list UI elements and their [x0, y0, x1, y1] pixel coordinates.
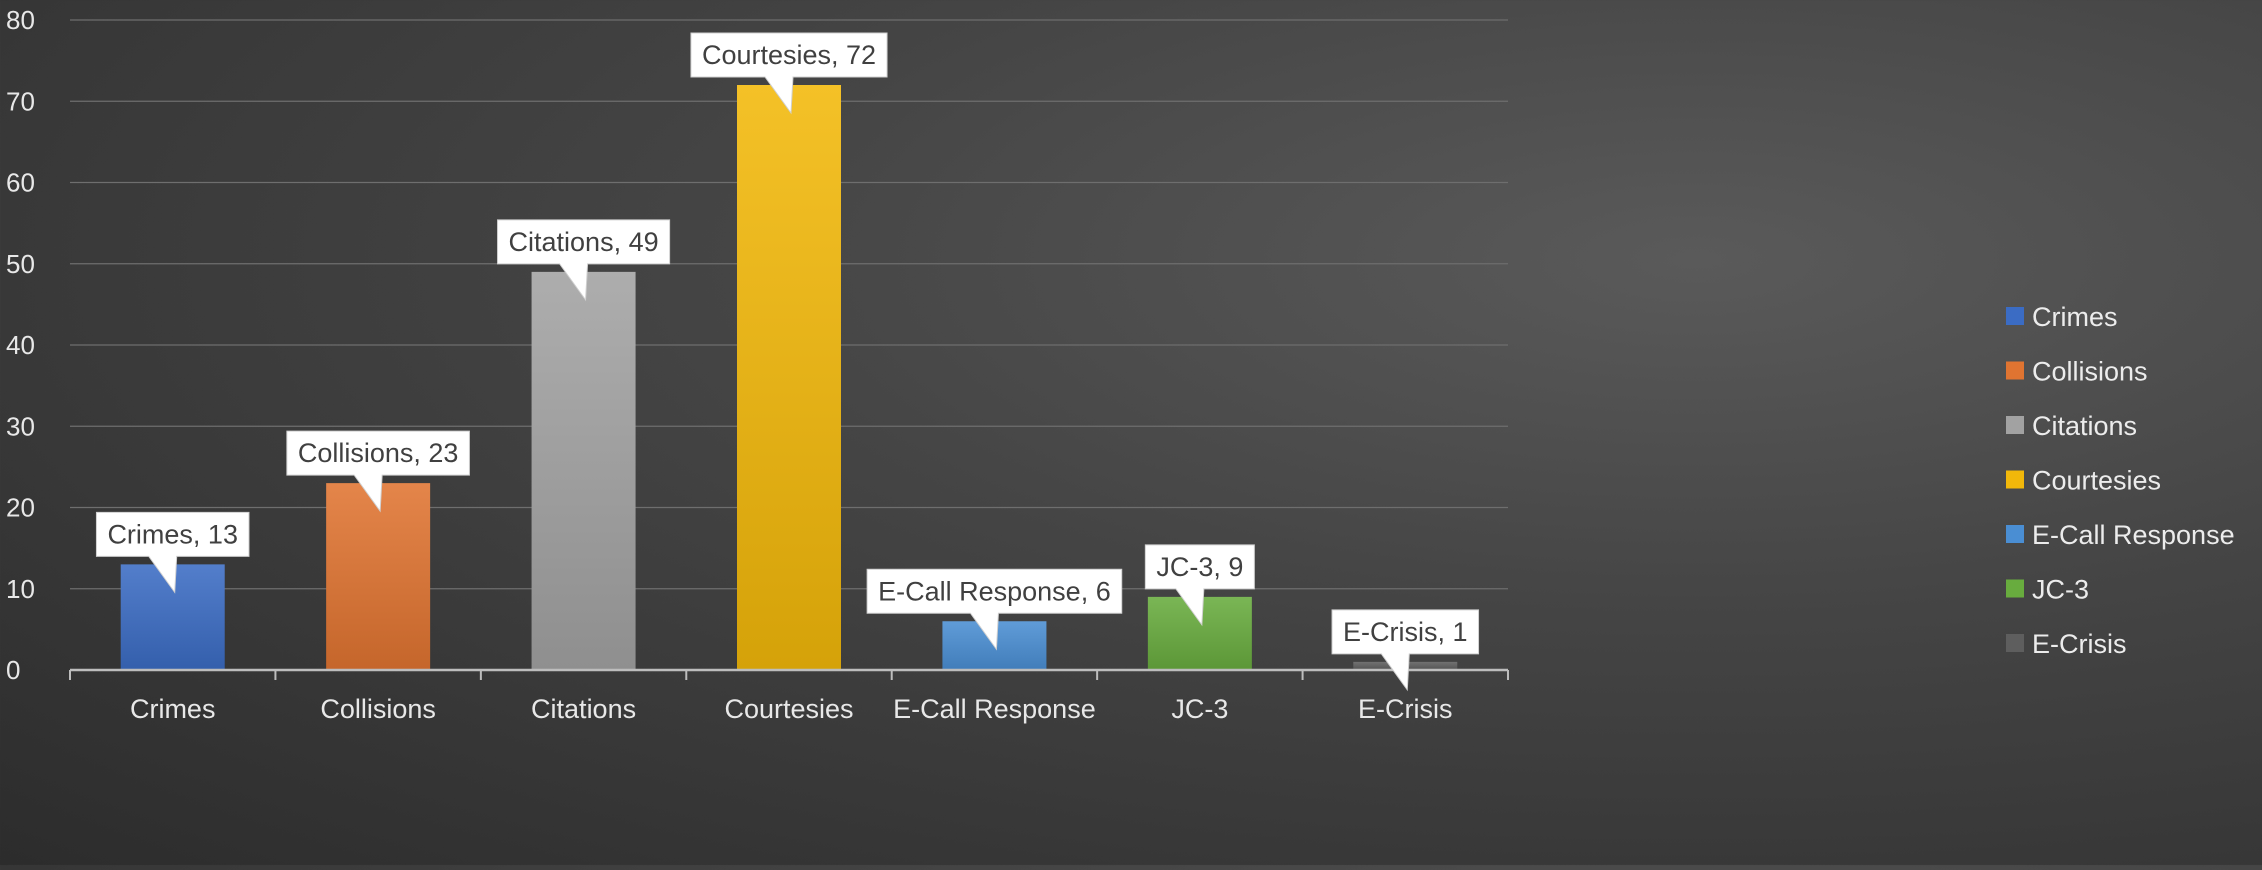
- bar-collisions: [326, 483, 431, 670]
- legend-swatch: [2006, 470, 2024, 489]
- y-tick-label: 30: [6, 411, 35, 441]
- data-label-text: Crimes, 13: [107, 519, 238, 549]
- x-category-label: Citations: [531, 694, 636, 724]
- bar-citations: [531, 271, 636, 670]
- legend-label: JC-3: [2032, 575, 2089, 605]
- x-category-label: Collisions: [320, 694, 436, 724]
- legend-swatch: [2006, 361, 2024, 380]
- legend-item: Collisions: [2006, 357, 2148, 387]
- y-tick-label: 80: [6, 5, 35, 35]
- data-label-box: [690, 32, 888, 115]
- y-tick-label: 0: [6, 655, 20, 685]
- axes: 0 10 20 30 40 50 60 70 80 Crimes Collisions Citatio…: [6, 5, 1509, 724]
- legend-item: Crimes: [2006, 302, 2118, 332]
- bars: [120, 85, 1458, 670]
- y-tick-label: 40: [6, 330, 35, 360]
- legend-swatch: [2006, 307, 2024, 325]
- legend-swatch: [2006, 634, 2024, 652]
- data-label-box: [1331, 609, 1480, 692]
- legend-item: JC-3: [2006, 575, 2089, 605]
- x-category-label: E-Crisis: [1358, 694, 1453, 724]
- data-label-box: [286, 430, 470, 513]
- data-label-callout: Courtesies, 72: [690, 32, 888, 115]
- data-label-box: [1144, 544, 1255, 627]
- x-category-label: Courtesies: [724, 694, 853, 724]
- x-category-label: Crimes: [130, 694, 216, 724]
- legend-label: Courtesies: [2032, 466, 2161, 496]
- legend-item: Courtesies: [2006, 466, 2161, 496]
- data-label-text: E-Crisis, 1: [1343, 617, 1468, 647]
- y-tick-label: 70: [6, 86, 35, 116]
- data-label-callout: JC-3, 9: [1144, 544, 1255, 627]
- legend-swatch: [2006, 525, 2024, 543]
- legend-swatch: [2006, 579, 2024, 598]
- bar-courtesies: [737, 85, 841, 670]
- legend-label: Collisions: [2032, 357, 2148, 387]
- legend-swatch: [2006, 416, 2024, 434]
- x-category-label: JC-3: [1171, 694, 1228, 724]
- data-label-callout: Crimes, 13: [95, 511, 250, 594]
- legend-label: E-Crisis: [2032, 629, 2127, 659]
- legend-item: Citations: [2006, 411, 2137, 441]
- legend-item: E-Call Response: [2006, 520, 2235, 550]
- data-label-text: Courtesies, 72: [702, 40, 876, 70]
- legend-item: E-Crisis: [2006, 629, 2127, 659]
- data-label-box: [95, 511, 250, 594]
- x-category-label: E-Call Response: [893, 694, 1096, 724]
- legend-label: Crimes: [2032, 302, 2118, 332]
- data-labels: Crimes, 13 Collisions, 23 Citations, 49 Cou…: [95, 32, 1480, 692]
- y-tick-label: 60: [6, 168, 35, 198]
- data-label-box: [497, 219, 671, 302]
- data-label-callout: E-Call Response, 6: [866, 568, 1123, 651]
- data-label-callout: Citations, 49: [497, 219, 671, 302]
- y-tick-label: 50: [6, 249, 35, 279]
- data-label-text: JC-3, 9: [1156, 552, 1243, 582]
- data-label-callout: E-Crisis, 1: [1331, 609, 1480, 692]
- legend-label: E-Call Response: [2032, 520, 2235, 550]
- y-tick-label: 10: [6, 574, 35, 604]
- data-label-text: E-Call Response, 6: [878, 576, 1111, 606]
- data-label-box: [866, 568, 1123, 651]
- data-label-callout: Collisions, 23: [286, 430, 470, 513]
- legend-label: Citations: [2032, 411, 2137, 441]
- data-label-text: Citations, 49: [509, 227, 659, 257]
- y-tick-label: 20: [6, 493, 35, 523]
- data-label-text: Collisions, 23: [298, 438, 459, 468]
- legend: Crimes Collisions Citations Courtesies E-Cal…: [2006, 302, 2235, 659]
